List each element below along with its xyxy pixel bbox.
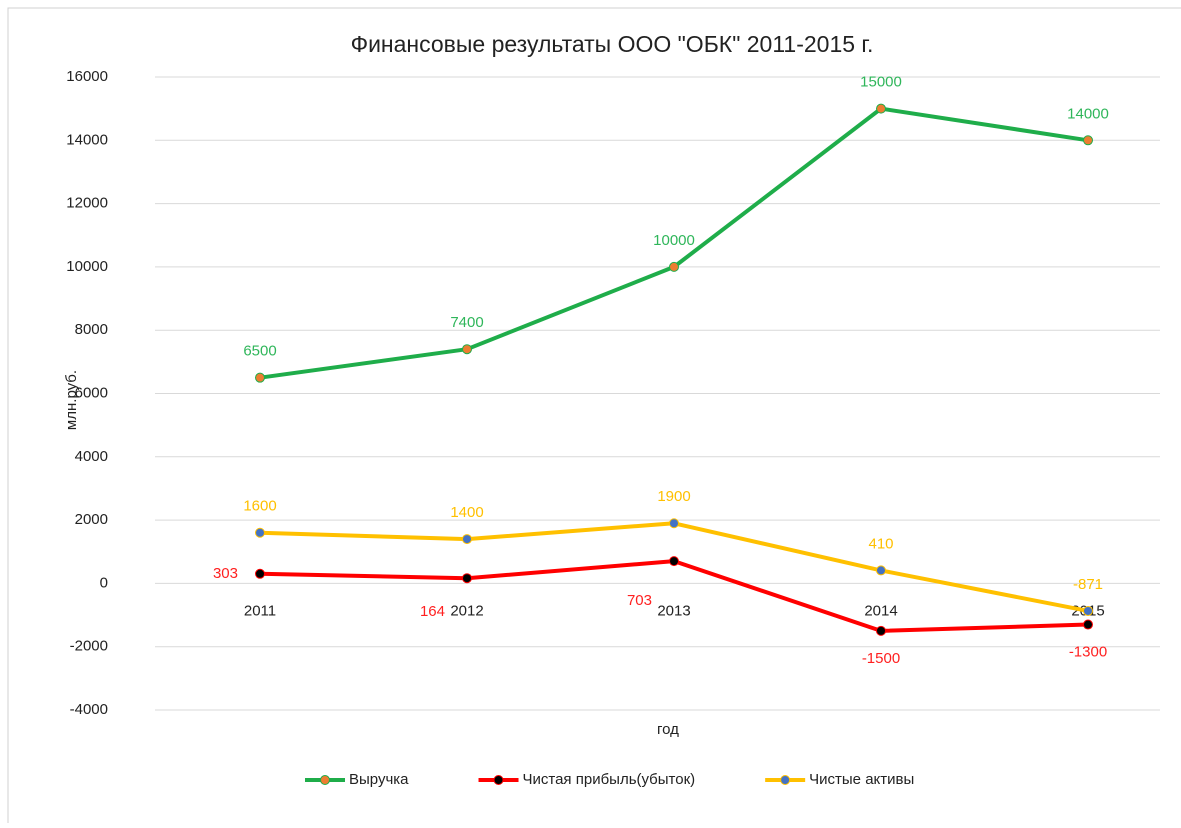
y-tick-label: 4000 [75,448,108,465]
data-label: 410 [868,535,893,552]
legend-marker [780,775,791,785]
point [255,527,265,538]
y-axis-title: млн.руб. [63,370,80,430]
y-tick-label: 0 [100,574,108,591]
data-label: 1900 [657,488,690,505]
y-tick-label: 2000 [75,511,108,528]
point [255,372,265,383]
point [876,565,886,576]
point [1083,605,1093,616]
y-tick-label: -2000 [70,638,108,655]
data-label: 1600 [243,498,276,515]
point [462,573,472,584]
point [1083,619,1093,630]
data-label: -871 [1073,576,1103,593]
data-label: 703 [627,592,652,609]
y-tick-label: 16000 [66,68,108,85]
data-label: 15000 [860,74,902,91]
point [1083,135,1093,146]
data-label: 303 [213,565,238,582]
legend-label: Чистая прибыль(убыток) [523,771,696,788]
y-tick-label: 14000 [66,131,108,148]
y-tick-label: 12000 [66,195,108,212]
data-label: 14000 [1067,105,1109,122]
legend-marker [493,775,504,785]
point [462,344,472,355]
y-tick-label: 8000 [75,321,108,338]
data-label: 10000 [653,232,695,249]
data-label: 1400 [450,504,483,521]
point [876,103,886,114]
data-label: 6500 [243,343,276,360]
legend-marker [320,775,330,785]
point [669,556,679,567]
x-tick-label: 2013 [657,602,690,619]
legend-label: Чистые активы [809,771,914,788]
point [669,261,679,272]
point [876,625,886,636]
y-tick-label: -4000 [70,701,108,718]
data-label: 164 [420,603,445,620]
x-axis-title: год [657,721,679,738]
data-label: -1300 [1069,644,1107,661]
x-tick-label: 2011 [244,602,276,619]
point [462,534,472,545]
x-tick-label: 2012 [450,602,483,619]
point [255,568,265,579]
chart-title: Финансовые результаты ООО "ОБК" 2011-201… [351,31,874,57]
x-tick-label: 2014 [864,602,897,619]
data-label: 7400 [450,314,483,331]
y-tick-label: 10000 [66,258,108,275]
y-tick-label: 6000 [75,384,108,401]
chart-frame [7,7,1181,828]
data-label: -1500 [862,650,900,667]
point [669,518,679,529]
legend-label: Выручка [349,771,409,788]
